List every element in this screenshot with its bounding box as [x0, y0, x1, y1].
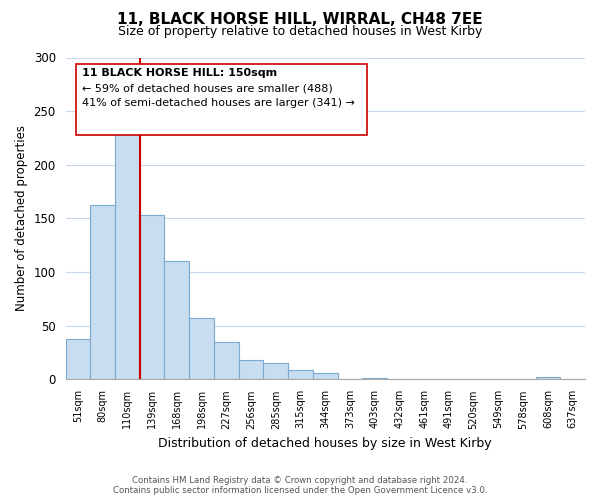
- Bar: [214, 342, 239, 380]
- Bar: [313, 373, 338, 380]
- Text: ← 59% of detached houses are smaller (488): ← 59% of detached houses are smaller (48…: [82, 84, 332, 94]
- Bar: [164, 262, 189, 380]
- Bar: [288, 370, 313, 380]
- Text: Contains public sector information licensed under the Open Government Licence v3: Contains public sector information licen…: [113, 486, 487, 495]
- Text: Size of property relative to detached houses in West Kirby: Size of property relative to detached ho…: [118, 25, 482, 38]
- Bar: [189, 318, 214, 380]
- Y-axis label: Number of detached properties: Number of detached properties: [15, 126, 28, 312]
- Bar: [90, 204, 115, 380]
- Bar: [536, 378, 560, 380]
- Text: 11 BLACK HORSE HILL: 150sqm: 11 BLACK HORSE HILL: 150sqm: [82, 68, 277, 78]
- Bar: [115, 128, 140, 380]
- Text: 11, BLACK HORSE HILL, WIRRAL, CH48 7EE: 11, BLACK HORSE HILL, WIRRAL, CH48 7EE: [117, 12, 483, 28]
- Text: 41% of semi-detached houses are larger (341) →: 41% of semi-detached houses are larger (…: [82, 98, 355, 108]
- Bar: [239, 360, 263, 380]
- Text: Contains HM Land Registry data © Crown copyright and database right 2024.: Contains HM Land Registry data © Crown c…: [132, 476, 468, 485]
- Bar: [263, 364, 288, 380]
- Bar: [65, 338, 90, 380]
- Bar: [140, 216, 164, 380]
- X-axis label: Distribution of detached houses by size in West Kirby: Distribution of detached houses by size …: [158, 437, 492, 450]
- Bar: [362, 378, 387, 380]
